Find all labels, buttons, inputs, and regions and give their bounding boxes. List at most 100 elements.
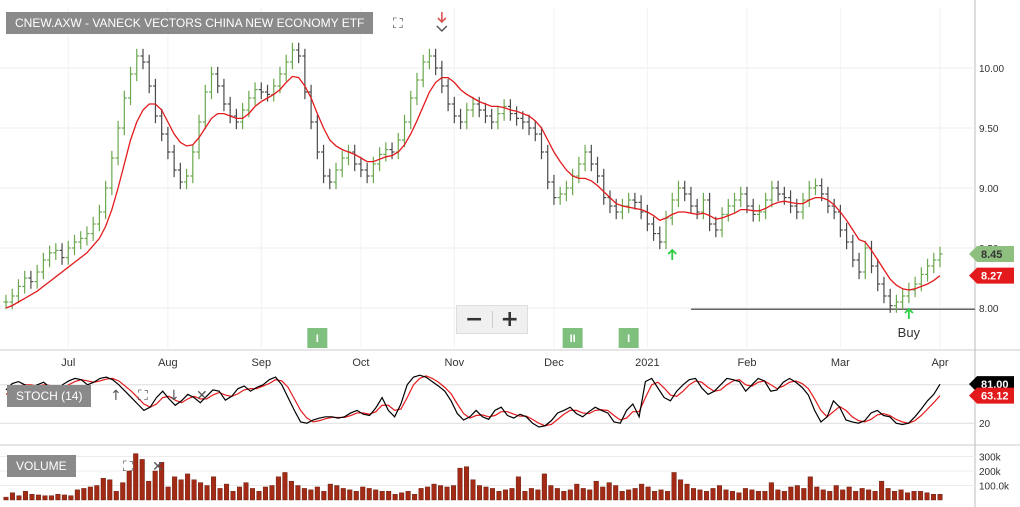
fullscreen-icon[interactable]: ⛶ (138, 388, 148, 404)
close-icon[interactable]: ✕ (152, 459, 164, 475)
volume-bar (126, 470, 132, 501)
price-bar (165, 126, 171, 160)
volume-bar (652, 491, 658, 501)
volume-bar (691, 488, 697, 501)
price-bar (812, 178, 818, 196)
volume-bar (580, 488, 586, 501)
event-badge-box (618, 328, 639, 348)
volume-bar (373, 489, 379, 501)
volume-bar (723, 489, 729, 501)
price-bar (688, 186, 694, 214)
volume-bar (593, 480, 599, 501)
event-badge-box (307, 328, 328, 348)
price-bar (283, 54, 289, 82)
price-bar (570, 168, 576, 196)
price-bar (644, 204, 650, 232)
volume-tick-label: 200k (979, 467, 1002, 478)
price-bar (769, 180, 775, 208)
zoom-divider (491, 311, 493, 328)
volume-bar (476, 485, 482, 501)
volume-bar (859, 488, 865, 501)
volume-bar (496, 491, 502, 501)
arrow-head (667, 248, 677, 255)
volume-bar (716, 485, 722, 501)
volume-bar (340, 488, 346, 501)
price-bar (862, 240, 868, 280)
moving-average-series (5, 75, 941, 309)
volume-bar (632, 488, 638, 501)
fullscreen-icon[interactable]: ⛶ (393, 16, 403, 32)
price-bar (402, 114, 408, 148)
volume-bar (22, 491, 28, 501)
price-bar (694, 198, 700, 220)
volume-bar (74, 489, 80, 501)
volume-bar (152, 470, 158, 501)
price-bar (395, 132, 401, 160)
volume-bar (204, 485, 210, 501)
price-bar (582, 144, 588, 172)
volume-bar (61, 494, 67, 501)
arrow-up-icon[interactable]: ↑ (110, 388, 122, 404)
price-bar (470, 96, 476, 118)
volume-bar (807, 476, 813, 501)
close-icon[interactable]: ✕ (196, 388, 208, 404)
event-badge: I (618, 328, 639, 348)
price-bar (476, 96, 482, 118)
price-bar (881, 276, 887, 304)
volume-bar (399, 492, 405, 501)
price-bar (28, 270, 34, 289)
price-bar (308, 84, 314, 130)
price-bar (482, 102, 488, 124)
volume-bar (678, 479, 684, 501)
price-bar (937, 246, 943, 268)
price-bar (134, 48, 140, 82)
volume-bar (567, 489, 573, 501)
price-bar (314, 114, 320, 160)
stoch-d-tag-shape (969, 387, 1014, 404)
price-bar (140, 48, 146, 70)
volume-bar (684, 483, 690, 501)
volume-bar (528, 488, 534, 501)
price-bar (700, 192, 706, 220)
price-bar (389, 142, 395, 160)
zoom-in-button[interactable]: + (500, 307, 519, 332)
price-bar (551, 174, 557, 205)
price-bar (495, 106, 501, 130)
volume-bar (489, 488, 495, 501)
price-bar (96, 204, 102, 232)
price-bar (501, 99, 507, 121)
arrow-down-icon[interactable]: ↓ (168, 388, 180, 404)
date-tick-label: Dec (544, 357, 564, 369)
price-bar (345, 144, 351, 166)
volume-bar (639, 483, 645, 501)
volume-bar (87, 486, 93, 501)
price-bar (893, 294, 899, 313)
volume-bar (541, 473, 547, 501)
date-tick-label: Feb (737, 357, 756, 369)
volume-bar (107, 479, 113, 501)
zoom-out-button[interactable]: − (465, 307, 484, 332)
event-badge: I (307, 328, 328, 348)
arrow-head (437, 17, 447, 24)
price-bar (159, 108, 165, 142)
volume-panel-label: VOLUME (7, 455, 76, 477)
price-bar (190, 144, 196, 184)
volume-bar (327, 483, 333, 501)
price-bar (451, 96, 457, 124)
volume-bar (418, 488, 424, 501)
price-bar (719, 207, 725, 238)
volume-bar (146, 480, 152, 501)
price-bar (763, 192, 769, 220)
price-bar (208, 66, 214, 100)
price-bar (538, 126, 544, 160)
price-bar (115, 120, 121, 166)
volume-bar (665, 491, 671, 501)
volume-bar (554, 488, 560, 501)
price-bar (321, 144, 327, 184)
date-tick-label: Jul (61, 357, 75, 369)
fullscreen-icon[interactable]: ⛶ (123, 459, 133, 475)
volume-bar (853, 491, 859, 501)
volume-bar (386, 491, 392, 501)
volume-bar (587, 489, 593, 501)
